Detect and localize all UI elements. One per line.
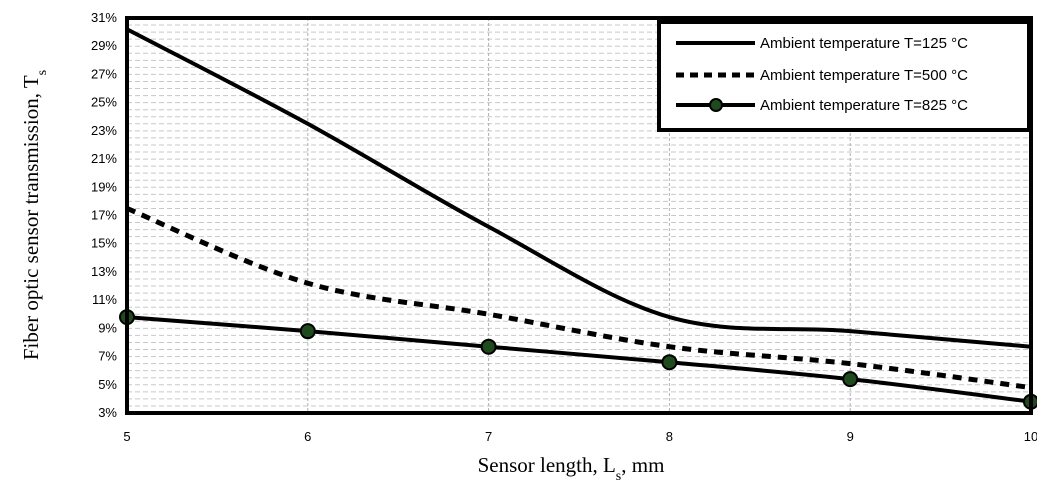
data-point-marker <box>299 323 316 340</box>
plot-area-frame <box>125 16 1033 415</box>
y-tick-label: 25% <box>91 95 117 110</box>
series-line-3 <box>126 315 1032 404</box>
x-tick-label: 9 <box>847 429 854 444</box>
y-tick-label: 5% <box>98 377 117 392</box>
x-tick-label: 5 <box>123 429 130 444</box>
y-tick-label: 15% <box>91 236 117 251</box>
y-tick-label: 11% <box>92 292 117 307</box>
x-tick-label: 7 <box>485 429 492 444</box>
data-point-marker <box>480 338 497 355</box>
y-tick-label: 23% <box>91 123 117 138</box>
legend-entry-825: Ambient temperature T=825 °C <box>676 97 968 114</box>
legend: Ambient temperature T=125 °C Ambient tem… <box>657 20 1031 132</box>
series-line-2 <box>126 206 1032 391</box>
legend-label: Ambient temperature T=125 °C <box>760 35 968 52</box>
x-tick-label: 10 <box>1024 429 1037 444</box>
legend-box <box>657 20 1031 132</box>
y-tick-label: 29% <box>91 38 117 53</box>
x-axis-tick-labels: 5 6 7 8 9 10 <box>123 429 1037 444</box>
series-layer <box>119 27 1037 410</box>
series-line-1 <box>126 27 1032 349</box>
x-tick-label: 8 <box>666 429 673 444</box>
y-tick-label: 21% <box>91 151 117 166</box>
x-tick-label: 6 <box>304 429 311 444</box>
y-tick-label: 7% <box>98 349 117 364</box>
y-tick-label: 13% <box>91 264 117 279</box>
data-point-marker <box>661 354 678 371</box>
legend-label: Ambient temperature T=500 °C <box>760 67 968 84</box>
y-axis-title: Fiber optic sensor transmission, Ts <box>19 70 50 360</box>
y-tick-label: 9% <box>98 320 117 335</box>
y-tick-label: 3% <box>98 405 117 420</box>
legend-entry-500: Ambient temperature T=500 °C <box>676 67 968 84</box>
data-point-marker <box>842 371 859 388</box>
y-tick-label: 19% <box>91 179 117 194</box>
legend-entry-125: Ambient temperature T=125 °C <box>676 35 968 52</box>
legend-label: Ambient temperature T=825 °C <box>760 97 968 114</box>
y-tick-label: 31% <box>91 10 117 25</box>
x-axis-title: Sensor length, Ls, mm <box>478 453 665 484</box>
y-axis-tick-labels: 3% 5% 7% 9% 11% 13% 15% 17% 19% 21% 23% 25% 27% 29% 31… <box>91 10 117 420</box>
legend-marker <box>709 98 723 112</box>
y-tick-label: 27% <box>91 66 117 81</box>
y-tick-label: 17% <box>91 208 117 223</box>
